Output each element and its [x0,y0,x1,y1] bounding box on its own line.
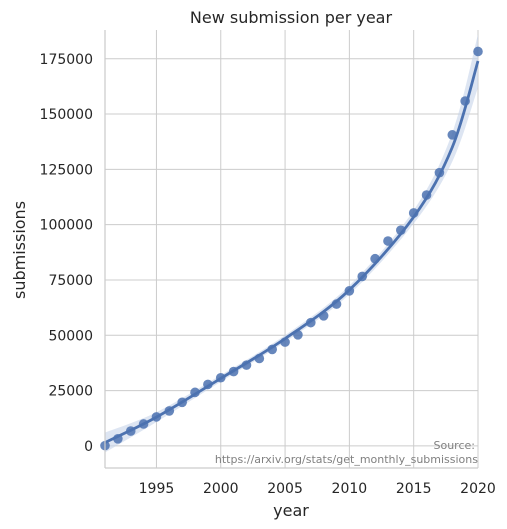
confidence-band [105,34,478,453]
x-tick-label: 2020 [460,481,496,497]
source-annotation-line1: Source: [434,439,476,452]
x-tick-label: 2000 [203,481,239,497]
y-tick-label: 150000 [40,107,93,123]
grid-layer [105,30,479,468]
data-points [100,46,483,451]
y-tick-label: 125000 [40,162,93,178]
y-tick-label: 100000 [40,218,93,234]
regression-line [104,60,480,444]
x-tick-label: 2010 [332,481,368,497]
x-axis-label: year [273,501,309,520]
data-point [473,46,483,57]
data-point [383,236,393,246]
y-tick-labels: 0 25000 50000 75000 100000 125000 150000 175000 [40,52,93,455]
x-tick-label: 1995 [139,481,175,497]
y-tick-label: 175000 [40,52,93,68]
y-tick-label: 75000 [48,273,93,289]
x-tick-labels: 1995 2000 2005 2010 2015 2020 [139,481,496,497]
source-annotation-line2: https://arxiv.org/stats/get_monthly_subm… [215,453,478,466]
y-tick-label: 0 [84,439,93,455]
y-tick-label: 50000 [48,328,93,344]
chart-title: New submission per year [190,8,393,27]
y-axis-label: submissions [10,201,29,299]
axes [104,30,478,469]
x-tick-label: 2005 [267,481,303,497]
x-tick-label: 2015 [396,481,432,497]
y-tick-label: 25000 [48,384,93,400]
